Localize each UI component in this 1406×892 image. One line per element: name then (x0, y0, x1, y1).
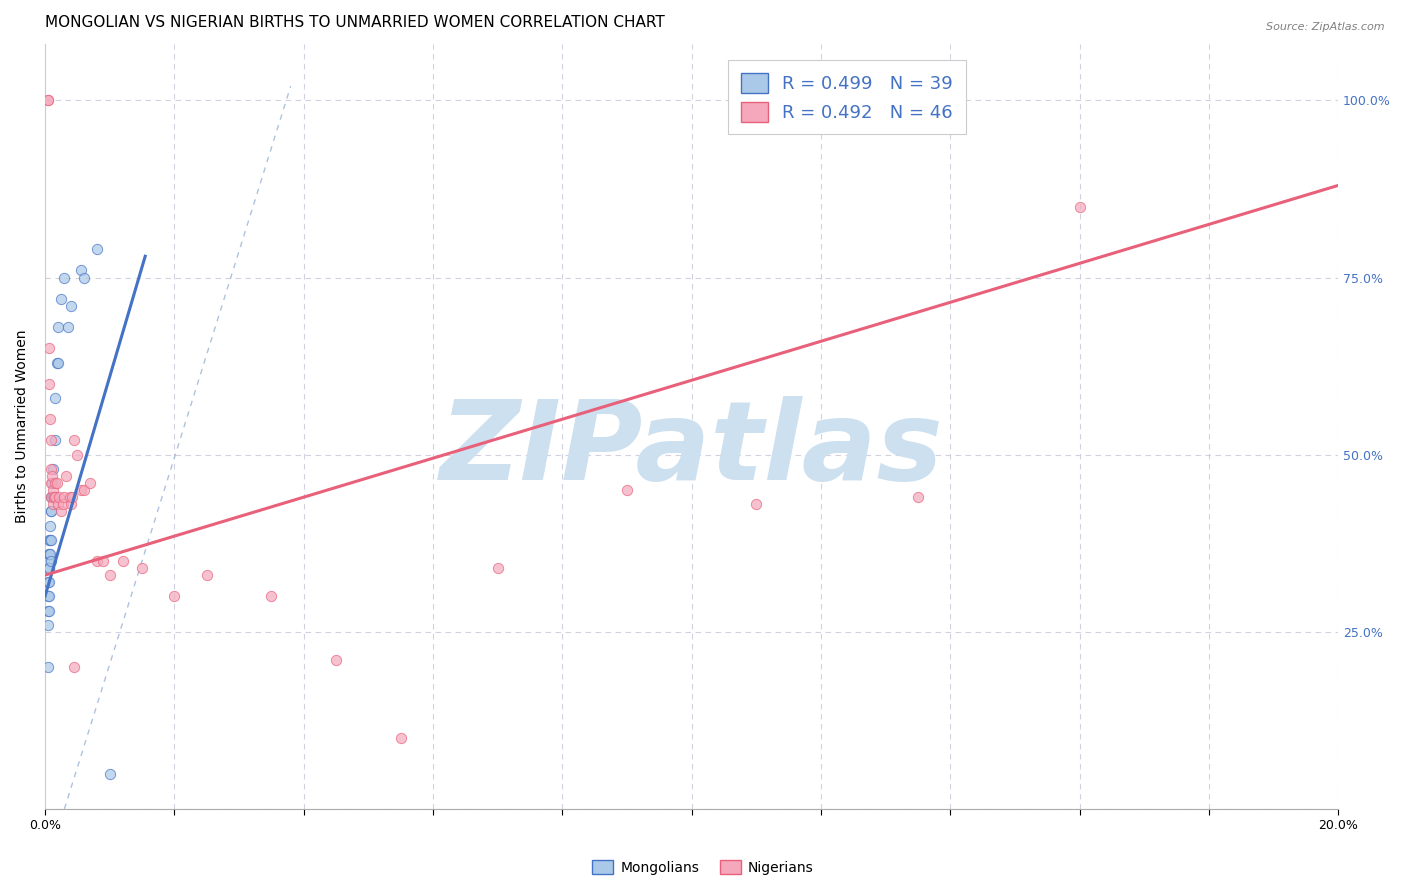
Point (37, 575, 59, 590)
Point (53, 270, 76, 285)
Point (58, 490, 80, 504)
Point (41, 469, 63, 483)
Point (46, 320, 69, 334)
Point (41, 554, 63, 568)
Point (111, 554, 134, 568)
Point (195, 568, 218, 582)
Point (41, 490, 63, 504)
Point (86, 242, 108, 256)
Point (46, 355, 69, 369)
Point (37, 603, 59, 617)
Legend: Mongolians, Nigerians: Mongolians, Nigerians (586, 855, 820, 880)
Point (37, 94, 59, 108)
Point (49, 292, 72, 306)
Point (38, 342, 60, 356)
Point (41, 475, 63, 490)
Point (38, 547, 60, 561)
Point (59, 299, 82, 313)
Point (44, 391, 66, 405)
Point (325, 653, 347, 667)
Point (37, 660, 59, 674)
Point (59, 497, 82, 511)
Point (63, 434, 86, 448)
Point (46, 497, 69, 511)
Point (39, 547, 62, 561)
Point (42, 490, 65, 504)
Text: ZIPatlas: ZIPatlas (440, 396, 943, 503)
Point (49, 504, 72, 518)
Point (41, 475, 63, 490)
Point (69, 263, 91, 277)
Point (39, 533, 62, 547)
Point (44, 490, 66, 504)
Point (37, 94, 59, 108)
Point (38, 561, 60, 575)
Point (63, 660, 86, 674)
Point (38, 590, 60, 604)
Point (69, 483, 91, 497)
Point (38, 561, 60, 575)
Point (60, 490, 83, 504)
Point (42, 497, 65, 511)
Point (39, 434, 62, 448)
Point (41, 504, 63, 518)
Point (389, 731, 412, 745)
Point (48, 490, 70, 504)
Point (163, 590, 186, 604)
Point (42, 490, 65, 504)
Point (42, 483, 65, 497)
Point (45, 355, 67, 369)
Point (41, 490, 63, 504)
Point (55, 469, 77, 483)
Point (41, 462, 63, 476)
Point (38, 547, 60, 561)
Point (37, 617, 59, 632)
Point (56, 320, 79, 334)
Point (616, 483, 638, 497)
Point (131, 561, 153, 575)
Point (98, 766, 121, 780)
Text: MONGOLIAN VS NIGERIAN BIRTHS TO UNMARRIED WOMEN CORRELATION CHART: MONGOLIAN VS NIGERIAN BIRTHS TO UNMARRIE… (45, 15, 665, 30)
Point (39, 518, 62, 533)
Point (42, 462, 65, 476)
Point (79, 475, 101, 490)
Point (37, 590, 59, 604)
Legend: R = 0.499   N = 39, R = 0.492   N = 46: R = 0.499 N = 39, R = 0.492 N = 46 (728, 61, 966, 135)
Point (86, 554, 108, 568)
Point (45, 475, 67, 490)
Point (73, 483, 96, 497)
Point (1069, 200, 1091, 214)
Point (91, 554, 114, 568)
Point (52, 497, 75, 511)
Point (98, 568, 121, 582)
Text: Source: ZipAtlas.com: Source: ZipAtlas.com (1267, 22, 1385, 32)
Point (39, 504, 62, 518)
Point (745, 497, 768, 511)
Point (53, 490, 76, 504)
Point (37, 554, 59, 568)
Point (44, 475, 66, 490)
Point (38, 603, 60, 617)
Point (38, 376, 60, 391)
Point (38, 575, 60, 590)
Point (907, 490, 929, 504)
Point (38, 533, 60, 547)
Point (486, 561, 509, 575)
Point (73, 270, 96, 285)
Point (39, 412, 62, 426)
Point (44, 434, 66, 448)
Point (39, 533, 62, 547)
Point (41, 490, 63, 504)
Point (260, 590, 283, 604)
Y-axis label: Births to Unmarried Women: Births to Unmarried Women (15, 329, 30, 523)
Point (66, 448, 89, 462)
